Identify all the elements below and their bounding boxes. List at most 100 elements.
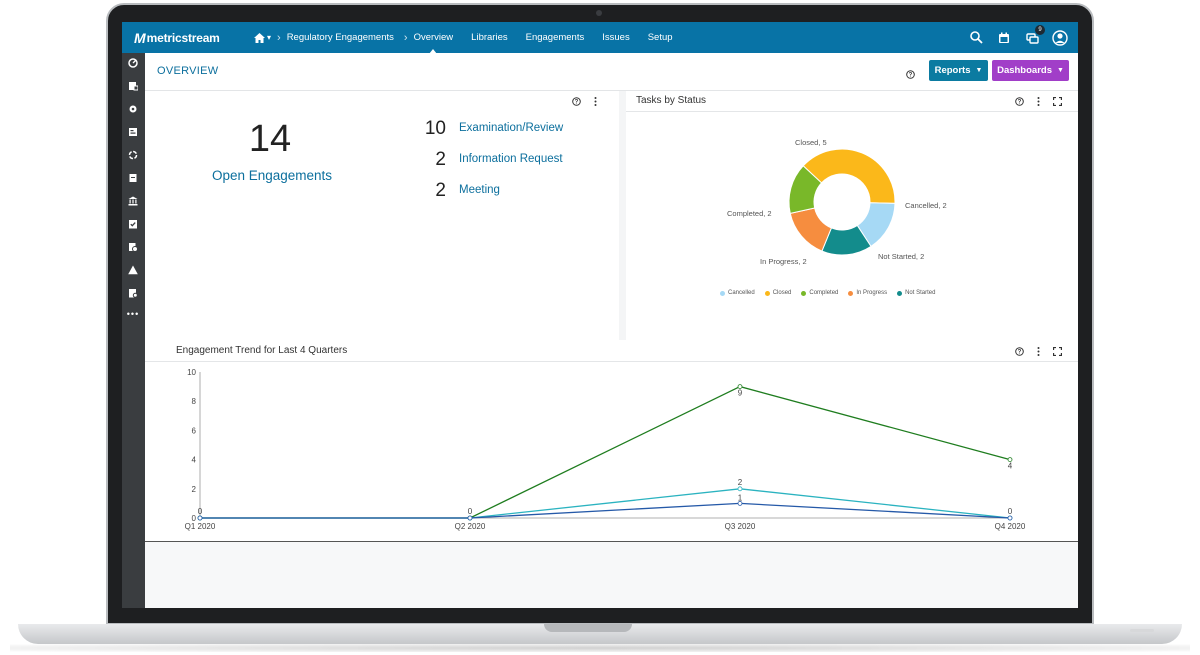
legend-swatch [764, 290, 770, 296]
camera-dot [596, 10, 602, 16]
calendar-icon[interactable] [996, 30, 1012, 46]
series-line-2 [200, 488, 1011, 519]
donut-slice-closed[interactable] [802, 148, 896, 204]
page-title: OVERVIEW [157, 65, 219, 77]
nav-engagements[interactable]: Engagements [525, 32, 585, 43]
expand-icon[interactable] [1053, 347, 1062, 356]
nav-libraries[interactable]: Libraries [471, 32, 508, 43]
legend-label: Closed [772, 290, 792, 296]
x-tick-label: Q1 2020 [185, 522, 216, 531]
dashboards-button-label: Dashboards [997, 65, 1052, 76]
series-point[interactable] [737, 500, 743, 506]
engagement-summary-panel: ? [145, 91, 619, 362]
engagement-type-link[interactable]: Information Request [459, 153, 563, 165]
breadcrumb-regulatory-engagements[interactable]: Regulatory Engagements [286, 32, 394, 43]
slice-label-not-started: Not Started, 2 [878, 252, 925, 261]
laptop-notch [544, 624, 632, 632]
home-menu[interactable]: ▾ [254, 32, 271, 43]
sidebar-file-icon[interactable] [127, 172, 139, 184]
legend-item-closed[interactable]: Closed [764, 290, 792, 296]
engagement-type-link[interactable]: Examination/Review [459, 122, 564, 134]
y-tick-label: 10 [187, 368, 196, 377]
slice-label-completed: Completed, 2 [727, 209, 772, 218]
breadcrumb-separator-icon: › [403, 31, 408, 44]
legend-item-in-progress[interactable]: In Progress [848, 290, 887, 296]
series-point[interactable] [737, 384, 743, 390]
engagement-type-item: 2 Information Request [418, 149, 678, 171]
sidebar-bank-icon[interactable] [127, 195, 139, 207]
panel-divider [145, 361, 1078, 362]
sidebar-reports-icon[interactable] [127, 80, 139, 92]
nav-actions: 9 [968, 22, 1068, 53]
sidebar-settings-icon[interactable] [127, 103, 139, 115]
user-avatar-icon[interactable] [1052, 29, 1068, 46]
expand-icon[interactable] [1053, 97, 1062, 106]
series-line-3 [200, 502, 1011, 519]
help-icon[interactable]: ? [572, 97, 581, 106]
legend-label: In Progress [856, 290, 888, 296]
nav-overview[interactable]: Overview [413, 32, 454, 54]
sidebar-policy-icon[interactable] [127, 287, 139, 299]
series-point[interactable] [467, 515, 473, 521]
empty-dashboard-area [145, 541, 1078, 608]
chevron-down-icon: ▼ [1056, 67, 1064, 74]
sidebar-cycle-icon[interactable] [127, 149, 139, 161]
series-line-1 [200, 385, 1011, 519]
breadcrumb-separator-icon: › [277, 31, 281, 44]
tasks-panel-title: Tasks by Status [636, 95, 707, 106]
dashboards-button[interactable]: Dashboards ▼ [992, 60, 1069, 81]
engagement-type-link[interactable]: Meeting [459, 184, 500, 196]
open-engagements-label[interactable]: Open Engagements [211, 168, 333, 183]
legend-item-cancelled[interactable]: Cancelled [720, 290, 755, 296]
series-point[interactable] [1007, 515, 1013, 521]
notification-count-badge: 9 [1035, 24, 1045, 35]
data-label: 0 [1008, 507, 1013, 516]
tasks-legend: Cancelled Closed Completed In Progress N… [720, 290, 935, 296]
help-icon[interactable]: ? [1015, 97, 1024, 106]
laptop-shadow [10, 644, 1190, 652]
sidebar-checklist-icon[interactable] [127, 218, 139, 230]
engagement-type-count: 2 [435, 149, 446, 170]
sidebar-dashboard-icon[interactable] [127, 57, 139, 69]
legend-label: Not Started [905, 290, 936, 296]
nav-issues[interactable]: Issues [602, 32, 630, 43]
tasks-by-status-panel: Tasks by Status ? [626, 91, 1078, 362]
app-logo[interactable]: M metricstream [134, 30, 236, 46]
donut-slice-completed[interactable] [788, 165, 823, 214]
svg-text:?: ? [575, 100, 579, 106]
notifications-icon[interactable]: 9 [1024, 24, 1045, 46]
sidebar-warning-icon[interactable] [127, 264, 139, 276]
reports-button[interactable]: Reports ▼ [929, 60, 988, 81]
sidebar-gear-doc-icon[interactable] [127, 241, 139, 253]
sidebar-document-icon[interactable] [127, 126, 139, 138]
search-icon[interactable] [968, 30, 984, 46]
more-options-icon[interactable] [591, 97, 600, 106]
more-options-icon[interactable] [1034, 347, 1043, 356]
help-icon[interactable]: ? [906, 66, 915, 84]
sidebar-more-icon[interactable]: ••• [126, 309, 140, 319]
chevron-down-icon: ▼ [975, 67, 983, 74]
nav-setup[interactable]: Setup [647, 32, 673, 43]
legend-item-completed[interactable]: Completed [801, 290, 838, 296]
engagement-type-item: 10 Examination/Review [418, 118, 678, 140]
engagement-type-count: 10 [424, 118, 446, 139]
y-tick-label: 6 [192, 426, 197, 435]
legend-swatch [720, 290, 725, 296]
data-label: 4 [1008, 462, 1013, 471]
top-nav: M metricstream ▾ › Regulatory Engagement… [122, 22, 1078, 54]
series-point[interactable] [197, 515, 203, 521]
y-tick-label: 2 [192, 485, 197, 494]
legend-label: Cancelled [728, 290, 755, 296]
legend-swatch [801, 290, 807, 296]
series-point[interactable] [737, 486, 743, 492]
y-tick-label: 4 [192, 456, 197, 465]
legend-label: Completed [809, 290, 839, 296]
legend-item-not-started[interactable]: Not Started [897, 290, 935, 296]
help-icon[interactable]: ? [1015, 347, 1024, 356]
more-options-icon[interactable] [1034, 97, 1043, 106]
tasks-panel-tools: ? [1015, 97, 1062, 106]
tasks-donut-chart [788, 148, 896, 256]
series-point[interactable] [1007, 457, 1013, 462]
legend-swatch [897, 290, 903, 296]
laptop-base [18, 624, 1182, 644]
